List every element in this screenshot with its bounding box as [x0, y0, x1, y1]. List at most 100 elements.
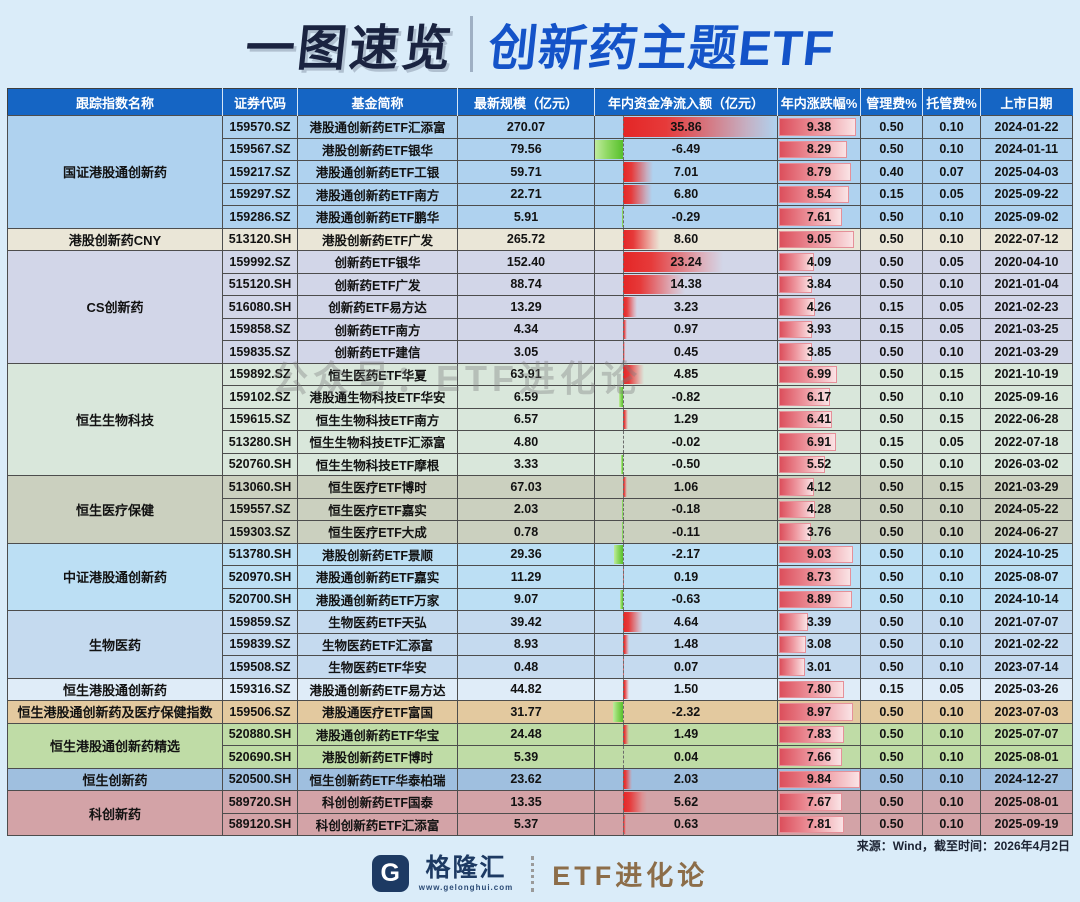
scale-cell: 270.07 [457, 115, 595, 139]
cell-value: 生物医药ETF汇添富 [321, 638, 434, 653]
cell-value: -6.49 [671, 142, 701, 157]
index-name-cell: 恒生创新药 [7, 767, 223, 791]
change-bar [779, 613, 809, 631]
cell-value: 589120.SH [228, 817, 292, 832]
cell-value: 3.84 [806, 277, 832, 292]
change-cell: 8.29 [777, 137, 861, 161]
inflow-cell: -0.50 [594, 452, 778, 476]
change-cell: 8.89 [777, 587, 861, 611]
column-header-3: 最新规模（亿元） [457, 88, 595, 116]
inflow-bar [622, 769, 632, 789]
cell-value: 港股创新药CNY [68, 232, 162, 248]
cell-value: 5.39 [513, 749, 539, 764]
cell-value: 159506.SZ [229, 704, 291, 719]
list-date-cell: 2025-09-16 [980, 385, 1073, 409]
cell-value: 0.50 [879, 344, 904, 359]
cell-value: 0.50 [879, 232, 904, 247]
cell-value: 4.09 [806, 254, 832, 269]
change-cell: 6.17 [777, 385, 861, 409]
change-bar [779, 343, 812, 361]
change-bar [779, 185, 850, 203]
cell-value: 39.42 [510, 614, 542, 629]
cell-value: 9.07 [513, 592, 539, 607]
cell-value: 0.10 [939, 614, 964, 629]
change-bar [779, 725, 844, 743]
cell-value: 159859.SZ [229, 614, 291, 629]
cell-value: 7.83 [806, 727, 832, 742]
list-date-cell: 2025-08-01 [980, 790, 1073, 814]
cell-value: 0.50 [879, 794, 904, 809]
index-name-cell: 中证港股通创新药 [7, 542, 223, 611]
column-header-2: 基金简称 [297, 88, 458, 116]
cell-value: 恒生生物科技ETF南方 [315, 413, 440, 428]
cell-value: 0.50 [879, 277, 904, 292]
inflow-bar [622, 162, 654, 182]
inflow-bar [622, 724, 630, 744]
table-row: CS创新药 159992.SZ 创新药ETF银华 152.40 23.24 4.09 0.5… [7, 250, 1073, 364]
code-cell: 159316.SZ [222, 677, 298, 701]
inflow-axis-line [622, 566, 624, 588]
custody-fee-cell: 0.10 [922, 790, 981, 814]
change-cell: 7.80 [777, 677, 861, 701]
change-bar [779, 815, 844, 833]
cell-value: 159508.SZ [229, 659, 291, 674]
mgmt-fee-cell: 0.50 [860, 565, 923, 589]
table-row: 恒生创新药 520500.SH 恒生创新药ETF华泰柏瑞 23.62 2.03 9.84 0… [7, 767, 1073, 791]
inflow-bar [622, 297, 637, 317]
mgmt-fee-cell: 0.50 [860, 632, 923, 656]
cell-value: 513280.SH [228, 434, 292, 449]
cell-value: 7.67 [806, 794, 832, 809]
list-date-cell: 2025-07-07 [980, 722, 1073, 746]
mgmt-fee-cell: 0.50 [860, 205, 923, 229]
cell-value: 159102.SZ [229, 389, 291, 404]
cell-value: 0.15 [939, 367, 964, 382]
cell-value: 港股通创新药ETF易方达 [309, 683, 446, 698]
index-name-cell: 国证港股通创新药 [7, 115, 223, 229]
cell-value: 2024-05-22 [994, 502, 1059, 517]
cell-value: 创新药ETF银华 [334, 256, 421, 271]
cell-value: 0.15 [879, 322, 904, 337]
cell-value: 创新药ETF建信 [334, 346, 421, 361]
cell-value: 8.54 [806, 187, 832, 202]
index-name-cell: 科创新药 [7, 790, 223, 836]
cell-value: -0.82 [671, 389, 701, 404]
change-bar [779, 658, 806, 676]
cell-value: 港股通创新药ETF鹏华 [315, 211, 440, 226]
inflow-cell: 23.24 [594, 250, 778, 274]
cell-value: -0.63 [671, 592, 701, 607]
cell-value: 0.50 [879, 119, 904, 134]
cell-value: 0.50 [879, 727, 904, 742]
cell-value: -0.11 [672, 524, 700, 539]
scale-cell: 8.93 [457, 632, 595, 656]
cell-value: 2025-07-07 [994, 727, 1059, 742]
custody-fee-cell: 0.10 [922, 205, 981, 229]
fund-name-cell: 港股通创新药ETF汇添富 [297, 115, 458, 139]
cell-value: 0.50 [879, 254, 904, 269]
cell-value: 0.10 [939, 502, 964, 517]
inflow-bar [620, 454, 623, 474]
index-name-cell: 生物医药 [7, 610, 223, 679]
cell-value: 159615.SZ [229, 412, 291, 427]
inflow-cell: 4.85 [594, 362, 778, 386]
scale-cell: 23.62 [457, 767, 595, 791]
cell-value: 国证港股通创新药 [62, 165, 167, 181]
gelonghui-logo-text: 格隆汇 www.gelonghui.com [419, 855, 513, 892]
cell-value: 3.33 [513, 457, 539, 472]
cell-value: 6.57 [513, 412, 539, 427]
cell-value: 0.50 [879, 389, 904, 404]
list-date-cell: 2020-04-10 [980, 250, 1073, 274]
scale-cell: 265.72 [457, 227, 595, 251]
change-cell: 3.84 [777, 272, 861, 296]
cell-value: 1.06 [673, 479, 699, 494]
table-row: 恒生港股通创新药及医疗保健指数 159506.SZ 港股通医疗ETF富国 31.77 -… [7, 700, 1073, 724]
list-date-cell: 2026-03-02 [980, 452, 1073, 476]
list-date-cell: 2025-08-01 [980, 745, 1073, 769]
code-cell: 159615.SZ [222, 407, 298, 431]
code-cell: 159297.SZ [222, 182, 298, 206]
cell-value: 4.12 [806, 479, 832, 494]
scale-cell: 44.82 [457, 677, 595, 701]
inflow-bar [622, 117, 777, 137]
fund-name-cell: 港股通创新药ETF工银 [297, 160, 458, 184]
code-cell: 513120.SH [222, 227, 298, 251]
change-bar [779, 275, 812, 293]
